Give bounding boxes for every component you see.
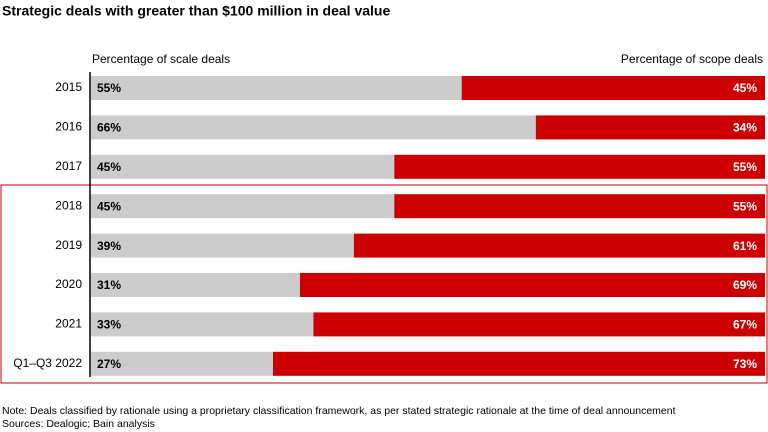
y-tick-label: Q1–Q3 2022 bbox=[13, 356, 82, 370]
bar-segment bbox=[313, 312, 765, 337]
value-label: 55% bbox=[733, 160, 757, 174]
value-label: 33% bbox=[97, 318, 121, 332]
value-label: 61% bbox=[733, 239, 757, 253]
note: Note: Deals classified by rationale usin… bbox=[2, 405, 676, 417]
bar-segment bbox=[91, 154, 395, 179]
value-label: 55% bbox=[733, 199, 757, 213]
y-tick-label: 2018 bbox=[55, 198, 82, 212]
legend-label: Percentage of scope deals bbox=[621, 52, 763, 66]
source: Sources: Dealogic; Bain analysis bbox=[2, 418, 155, 430]
value-label: 67% bbox=[733, 318, 757, 332]
bar-segment bbox=[91, 115, 536, 140]
chart-title: Strategic deals with greater than $100 m… bbox=[2, 3, 390, 19]
bar-segment bbox=[91, 351, 273, 376]
y-tick-label: 2021 bbox=[55, 317, 82, 331]
value-label: 73% bbox=[733, 357, 757, 371]
y-tick-label: 2019 bbox=[55, 238, 82, 252]
bar-segment bbox=[91, 233, 354, 258]
bar-segment bbox=[272, 351, 765, 376]
y-tick-label: 2015 bbox=[55, 80, 82, 94]
y-tick-label: 2017 bbox=[55, 159, 82, 173]
highlight-box bbox=[0, 184, 768, 384]
value-label: 39% bbox=[97, 239, 121, 253]
legend-label: Percentage of scale deals bbox=[92, 52, 230, 66]
bar-segment bbox=[299, 273, 765, 297]
value-label: 27% bbox=[97, 357, 121, 371]
bar-segment bbox=[394, 194, 765, 219]
bar-segment bbox=[91, 273, 300, 297]
value-label: 55% bbox=[97, 81, 121, 95]
value-label: 45% bbox=[97, 199, 121, 213]
value-label: 69% bbox=[733, 278, 757, 292]
value-label: 34% bbox=[733, 121, 757, 135]
value-label: 45% bbox=[97, 160, 121, 174]
bar-segment bbox=[91, 312, 314, 337]
bar-segment bbox=[91, 76, 462, 100]
value-label: 31% bbox=[97, 278, 121, 292]
value-label: 66% bbox=[97, 121, 121, 135]
y-tick-label: 2016 bbox=[55, 120, 82, 134]
bar-segment bbox=[394, 154, 765, 179]
bar-segment bbox=[91, 194, 395, 219]
y-tick-label: 2020 bbox=[55, 277, 82, 291]
bar-segment bbox=[353, 233, 765, 258]
value-label: 45% bbox=[733, 81, 757, 95]
bar-segment bbox=[535, 115, 765, 140]
bar-segment bbox=[461, 76, 765, 100]
